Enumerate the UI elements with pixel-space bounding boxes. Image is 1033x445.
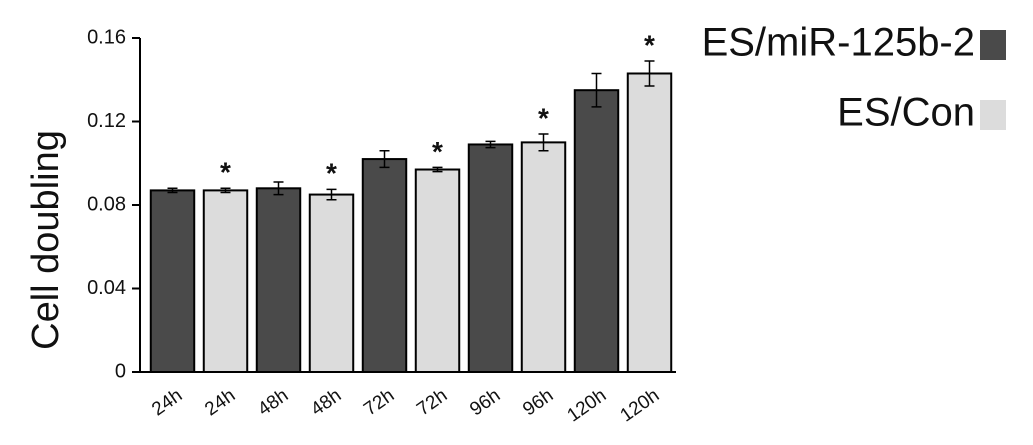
y-tick-label: 0.12 (87, 110, 126, 132)
bar (414, 168, 461, 373)
bar (467, 143, 514, 373)
y-tick-label: 0 (115, 360, 126, 382)
bar (573, 89, 620, 373)
legend-label: ES/miR-125b-2 (702, 21, 975, 65)
x-tick-label: 120h (617, 385, 664, 426)
significance-marker: * (220, 157, 231, 188)
error-bar (485, 140, 496, 149)
error-bar (432, 166, 443, 173)
error-bar (644, 60, 655, 87)
error-bar (538, 133, 549, 152)
y-tick-label: 0.16 (87, 26, 126, 48)
legend-label: ES/Con (837, 91, 975, 135)
error-bar (167, 187, 178, 194)
significance-marker: * (432, 136, 443, 167)
x-tick-label: 24h (201, 385, 239, 420)
significance-marker: * (644, 29, 655, 60)
x-tick-label: 72h (413, 385, 451, 420)
x-tick-label: 120h (564, 385, 611, 426)
x-tick-label: 96h (466, 385, 504, 420)
x-tick-label: 24h (148, 385, 186, 420)
error-bar (591, 72, 602, 108)
y-axis-label: Cell doubling (25, 130, 67, 350)
y-tick-label: 0.08 (87, 193, 126, 215)
bar (308, 193, 355, 373)
bar (149, 189, 196, 373)
significance-marker: * (538, 102, 549, 133)
y-tick-label: 0.04 (87, 277, 126, 299)
legend-swatch (980, 100, 1006, 130)
bar (202, 189, 249, 373)
x-tick-label: 96h (519, 385, 557, 420)
x-tick-label: 48h (254, 385, 292, 420)
bar (255, 187, 302, 373)
legend-swatch (980, 30, 1006, 60)
error-bar (379, 149, 390, 169)
error-bar (220, 187, 231, 194)
bar (361, 158, 408, 373)
bar (520, 141, 567, 373)
error-bar (326, 188, 337, 201)
x-tick-label: 48h (307, 385, 345, 420)
x-tick-label: 72h (360, 385, 398, 420)
bar (626, 72, 673, 374)
significance-marker: * (326, 158, 337, 189)
error-bar (273, 181, 284, 196)
